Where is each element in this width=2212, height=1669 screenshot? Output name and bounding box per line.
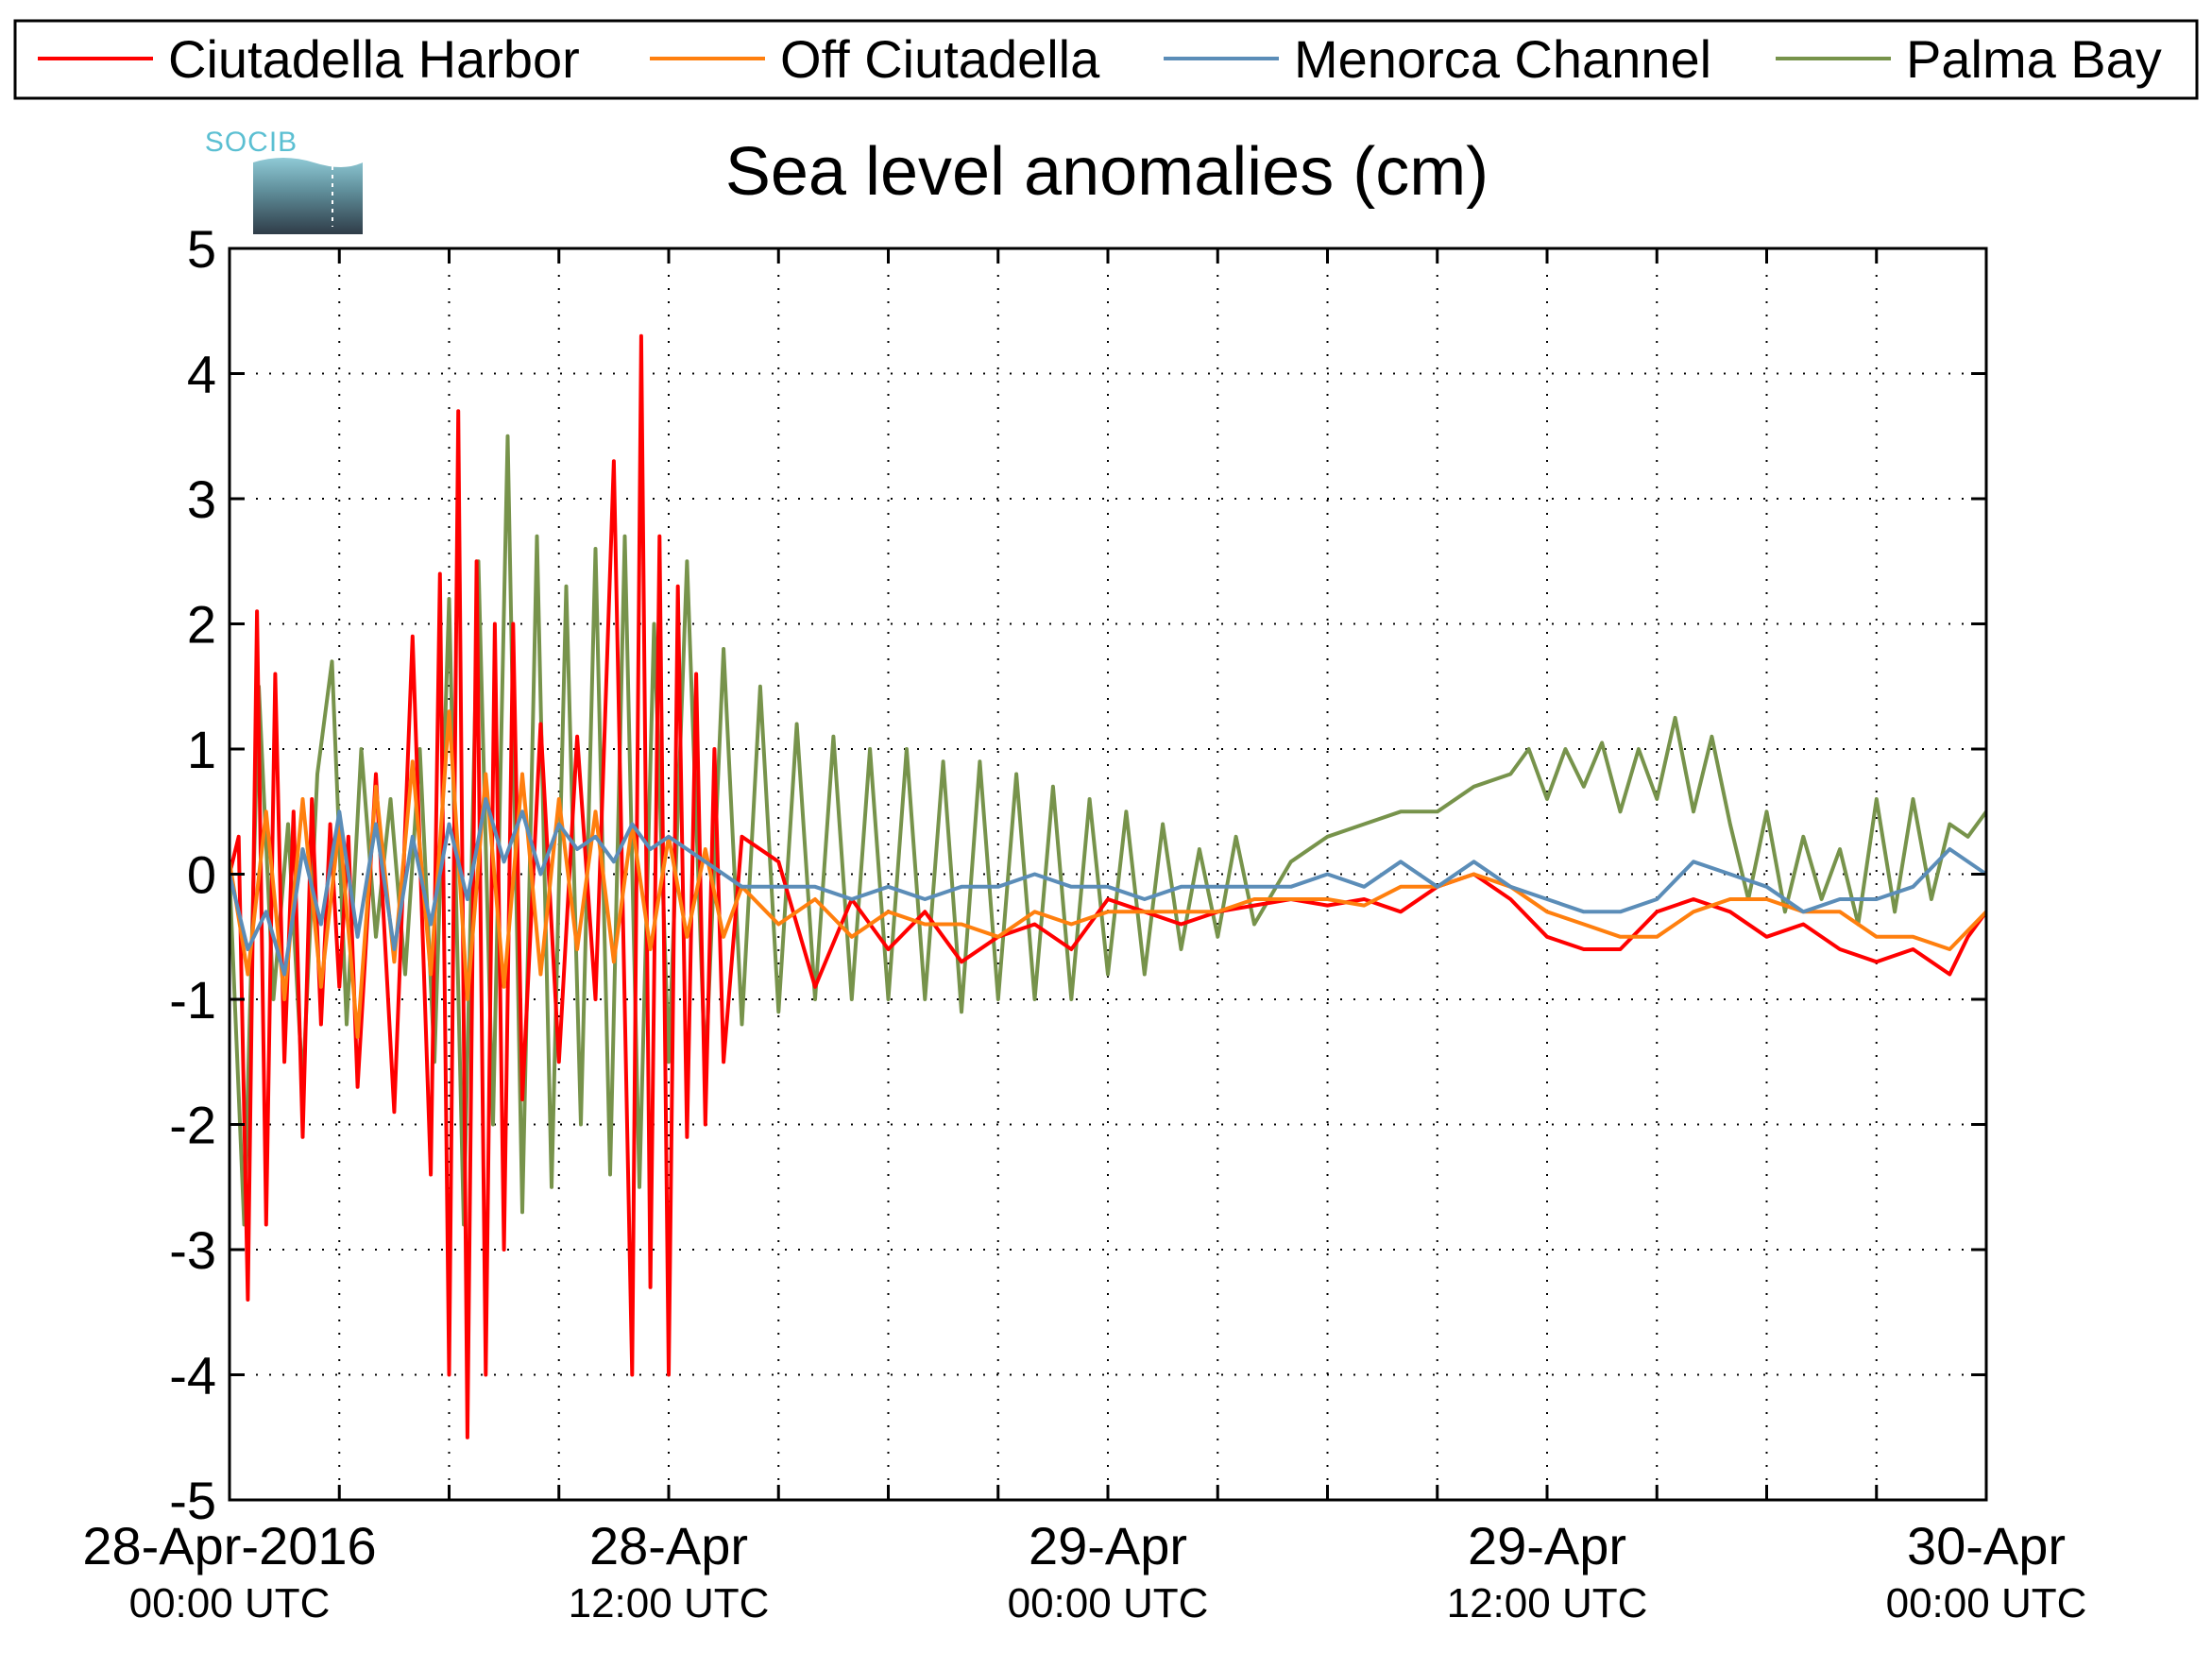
series-line-0	[230, 333, 1986, 1439]
series-line-2	[230, 797, 1986, 977]
x-tick-label-0: 28-Apr-2016	[82, 1516, 376, 1575]
legend-label-0: Ciutadella Harbor	[168, 29, 580, 89]
x-tick-sublabel-3: 12:00 UTC	[1447, 1580, 1648, 1626]
logo-wave	[253, 158, 363, 234]
y-tick-label-1: -4	[169, 1346, 216, 1405]
x-tick-sublabel-0: 00:00 UTC	[129, 1580, 331, 1626]
x-tick-sublabel-2: 00:00 UTC	[1008, 1580, 1209, 1626]
y-tick-label-6: 1	[187, 720, 216, 779]
legend-label-1: Off Ciutadella	[780, 29, 1100, 89]
legend-label-3: Palma Bay	[1906, 29, 2162, 89]
chart-title: Sea level anomalies (cm)	[725, 134, 1489, 210]
x-tick-sublabel-4: 00:00 UTC	[1886, 1580, 2087, 1626]
series-line-3	[230, 434, 1986, 1227]
y-tick-label-5: 0	[187, 845, 216, 905]
x-tick-sublabel-1: 12:00 UTC	[569, 1580, 770, 1626]
series-line-1	[230, 709, 1986, 1039]
series-group	[230, 333, 1986, 1439]
y-tick-label-9: 4	[187, 345, 216, 404]
socib-logo: SOCIB	[205, 127, 363, 234]
logo-text: SOCIB	[205, 127, 298, 158]
y-tick-label-4: -1	[169, 970, 216, 1030]
y-axis: -5 -4 -3 -2 -1 0 1 2 3 4 5	[169, 219, 1986, 1530]
y-tick-label-2: -3	[169, 1220, 216, 1280]
y-tick-label-7: 2	[187, 595, 216, 655]
y-tick-label-10: 5	[187, 219, 216, 279]
legend-items: Ciutadella Harbor Off Ciutadella Menorca C…	[38, 29, 2162, 89]
legend-label-2: Menorca Channel	[1294, 29, 1711, 89]
x-tick-label-3: 29-Apr	[1468, 1516, 1626, 1575]
x-tick-label-1: 28-Apr	[589, 1516, 748, 1575]
y-tick-label-3: -2	[169, 1096, 216, 1155]
x-tick-label-2: 29-Apr	[1029, 1516, 1187, 1575]
legend: Ciutadella Harbor Off Ciutadella Menorca C…	[13, 19, 2199, 100]
y-tick-label-0: -5	[169, 1471, 216, 1530]
x-axis: 28-Apr-2016 00:00 UTC 28-Apr 12:00 UTC 29-Ap…	[82, 248, 2086, 1626]
x-tick-label-4: 30-Apr	[1907, 1516, 2066, 1575]
y-tick-label-8: 3	[187, 469, 216, 529]
